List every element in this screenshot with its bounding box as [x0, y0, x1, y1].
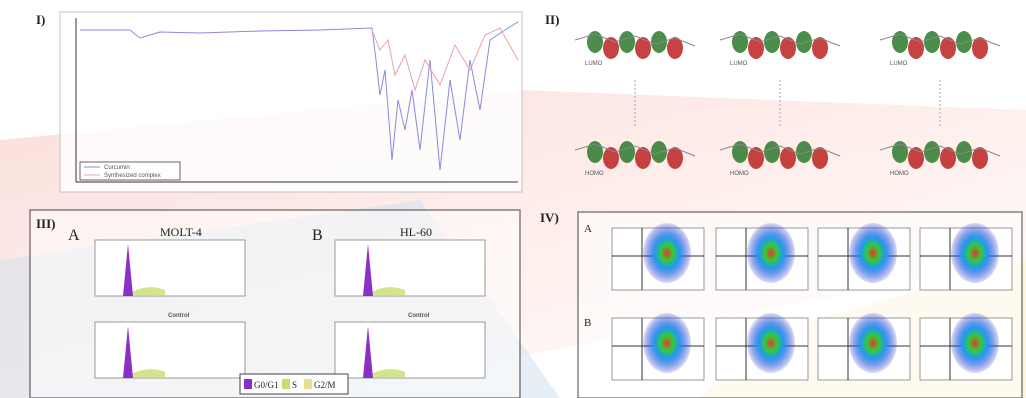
- orbital-lobe: [619, 141, 635, 163]
- plot-frame: [94, 321, 246, 379]
- cell-cluster: [747, 223, 795, 283]
- orbital-label: HOMO: [585, 171, 604, 177]
- orbital-lobe: [651, 141, 667, 163]
- orbital-lobe: [732, 31, 748, 53]
- plot-frame: [94, 239, 246, 297]
- subpanel-title: HL-60: [400, 225, 432, 239]
- molecule: [879, 33, 1001, 47]
- panel-label: III): [36, 216, 56, 231]
- legend-text: Curcumin: [104, 165, 130, 171]
- panel-label: I): [36, 12, 45, 27]
- orbital-lobe: [619, 31, 635, 53]
- orbital-lobe: [940, 147, 956, 169]
- orbital-lobe: [940, 37, 956, 59]
- cell-cluster: [849, 223, 897, 283]
- histogram-peak: [363, 326, 373, 378]
- panel-label: II): [545, 12, 559, 27]
- orbital-lobe: [956, 141, 972, 163]
- orbital-lobe: [924, 141, 940, 163]
- panel-label: IV): [540, 210, 559, 225]
- histogram-s: [125, 369, 165, 378]
- legend-box: [239, 373, 349, 395]
- orbital-label: LUMO: [890, 61, 908, 67]
- legend-text: Synthesized complex: [104, 173, 161, 179]
- molecule: [574, 143, 696, 157]
- orbital-lobe: [892, 31, 908, 53]
- orbital-lobe: [635, 147, 651, 169]
- ir-spectrum: [371, 27, 519, 92]
- legend-box: [79, 161, 181, 181]
- orbital-label: LUMO: [730, 61, 748, 67]
- histogram-peak: [123, 326, 133, 378]
- legend-text: S: [292, 380, 297, 390]
- orbital-lobe: [635, 37, 651, 59]
- orbital-lobe: [892, 141, 908, 163]
- cell-cluster: [951, 313, 999, 373]
- subpanel-title: MOLT-4: [160, 225, 202, 239]
- orbital-lobe: [972, 147, 988, 169]
- orbital-lobe: [812, 37, 828, 59]
- cell-cycle-plots: [94, 239, 486, 379]
- histogram-peak: [123, 244, 133, 296]
- orbital-label: LUMO: [585, 61, 603, 67]
- orbital-label: HOMO: [730, 171, 749, 177]
- orbital-lobe: [732, 141, 748, 163]
- histogram-peak: [363, 244, 373, 296]
- histogram-s: [125, 287, 165, 296]
- orbital-lobe: [667, 37, 683, 59]
- orbital-lobe: [972, 37, 988, 59]
- orbital-lobe: [956, 31, 972, 53]
- cell-cluster: [951, 223, 999, 283]
- orbital-lobe: [780, 37, 796, 59]
- plot-frame: [334, 321, 486, 379]
- orbital-lobe: [651, 31, 667, 53]
- molecule: [574, 33, 696, 47]
- orbital-lobe: [780, 147, 796, 169]
- cell-cluster: [747, 313, 795, 373]
- legend-text: G0/G1: [254, 380, 279, 390]
- legend-swatch: [282, 379, 290, 389]
- cell-cluster: [643, 313, 691, 373]
- orbital-grid: LUMO LUMO LUMO HOMO HOMO HOMO: [574, 31, 1001, 177]
- plot-caption: Control: [168, 313, 190, 319]
- histogram-s: [365, 287, 405, 296]
- orbital-label: HOMO: [890, 171, 909, 177]
- orbital-lobe: [764, 141, 780, 163]
- flow-plots: [611, 223, 1013, 381]
- orbital-lobe: [796, 141, 812, 163]
- row-label: B: [584, 317, 591, 329]
- orbital-lobe: [812, 147, 828, 169]
- orbital-lobe: [587, 141, 603, 163]
- plot-caption: Control: [408, 313, 430, 319]
- cell-cluster: [849, 313, 897, 373]
- orbital-lobe: [796, 31, 812, 53]
- histogram-s: [365, 369, 405, 378]
- molecule: [719, 143, 841, 157]
- subpanel-letter: A: [68, 227, 80, 244]
- orbital-lobe: [587, 31, 603, 53]
- legend-swatch: [244, 379, 252, 389]
- orbital-lobe: [667, 147, 683, 169]
- legend-text: G2/M: [314, 380, 336, 390]
- subpanel-letter: B: [312, 227, 323, 244]
- ir-spectrum: [80, 21, 519, 171]
- plot-frame: [334, 239, 486, 297]
- legend-swatch: [304, 379, 312, 389]
- orbital-lobe: [764, 31, 780, 53]
- molecule: [879, 143, 1001, 157]
- orbital-lobe: [924, 31, 940, 53]
- cell-cluster: [643, 223, 691, 283]
- molecule: [719, 33, 841, 47]
- row-label: A: [584, 223, 592, 235]
